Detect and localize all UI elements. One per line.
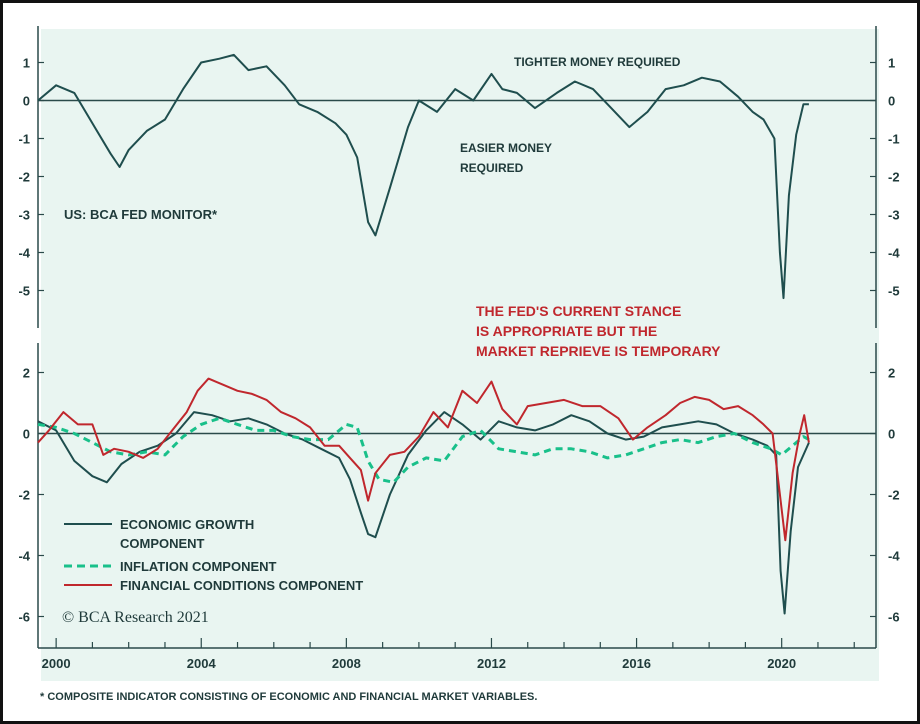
y-tick-label-right-bottom: -2 xyxy=(888,488,900,503)
y-tick-label-right-top: -2 xyxy=(888,170,900,185)
annotation-easier-money-line2: REQUIRED xyxy=(460,161,524,175)
y-tick-label-right-bottom: 2 xyxy=(888,366,895,381)
series-line-financial-conditions xyxy=(37,377,810,542)
series-line-fed-monitor xyxy=(37,53,809,300)
x-tick-label: 2012 xyxy=(477,656,506,671)
annotation-tighter-money: TIGHTER MONEY REQUIRED xyxy=(514,55,681,69)
y-tick-label-left-top: -5 xyxy=(18,284,30,299)
legend-label-economic-line2: COMPONENT xyxy=(120,536,205,551)
y-tick-label-left-top: -2 xyxy=(18,170,30,185)
legend: ECONOMIC GROWTH COMPONENT INFLATION COMP… xyxy=(64,517,363,593)
annotation-stance-line2: IS APPROPRIATE BUT THE xyxy=(476,323,657,339)
x-tick-label: 2004 xyxy=(187,656,217,671)
chart-background xyxy=(41,29,879,681)
y-tick-label-left-top: 0 xyxy=(23,94,30,109)
y-tick-label-left-top: -4 xyxy=(18,246,30,261)
x-tick-label: 2020 xyxy=(767,656,796,671)
y-tick-label-left-top: -1 xyxy=(18,132,30,147)
y-tick-label-left-bottom: -4 xyxy=(18,549,30,564)
y-tick-label-right-bottom: -4 xyxy=(888,549,900,564)
legend-label-financial: FINANCIAL CONDITIONS COMPONENT xyxy=(120,578,363,593)
series-line-inflation xyxy=(37,416,810,484)
y-tick-label-right-bottom: -6 xyxy=(888,610,900,625)
y-tick-label-left-top: -3 xyxy=(18,208,30,223)
y-tick-label-right-top: -4 xyxy=(888,246,900,261)
panel-top-title: US: BCA FED MONITOR* xyxy=(64,207,218,222)
y-tick-label-left-bottom: 0 xyxy=(23,427,30,442)
series-layer xyxy=(37,53,810,615)
copyright-note: © BCA Research 2021 xyxy=(62,609,209,626)
y-tick-label-left-top: 1 xyxy=(23,56,30,71)
legend-label-economic: ECONOMIC GROWTH xyxy=(120,517,254,532)
annotation-stance-line1: THE FED'S CURRENT STANCE xyxy=(476,303,681,319)
x-tick-label: 2016 xyxy=(622,656,651,671)
y-tick-label-left-bottom: -6 xyxy=(18,610,30,625)
y-tick-label-left-bottom: 2 xyxy=(23,366,30,381)
y-tick-label-right-bottom: 0 xyxy=(888,427,895,442)
axes-layer: 1 1 0 0 -1 -1 -2 -2 -3 -3 -4 -4 -5 -5 2 2 0 0 -2 -2 -4 -4 -6 -6… xyxy=(18,26,900,671)
y-tick-label-right-top: 1 xyxy=(888,56,895,71)
x-tick-label: 2008 xyxy=(332,656,361,671)
legend-label-inflation: INFLATION COMPONENT xyxy=(120,559,277,574)
y-tick-label-right-top: 0 xyxy=(888,94,895,109)
annotation-easier-money-line1: EASIER MONEY xyxy=(460,141,552,155)
series-line-economic-growth xyxy=(37,411,810,615)
annotation-stance-line3: MARKET REPRIEVE IS TEMPORARY xyxy=(476,343,721,359)
y-tick-label-left-bottom: -2 xyxy=(18,488,30,503)
y-tick-label-right-top: -3 xyxy=(888,208,900,223)
x-tick-label: 2000 xyxy=(42,656,71,671)
y-tick-label-right-top: -1 xyxy=(888,132,900,147)
footnote: * COMPOSITE INDICATOR CONSISTING OF ECON… xyxy=(40,691,537,703)
y-tick-label-right-top: -5 xyxy=(888,284,900,299)
